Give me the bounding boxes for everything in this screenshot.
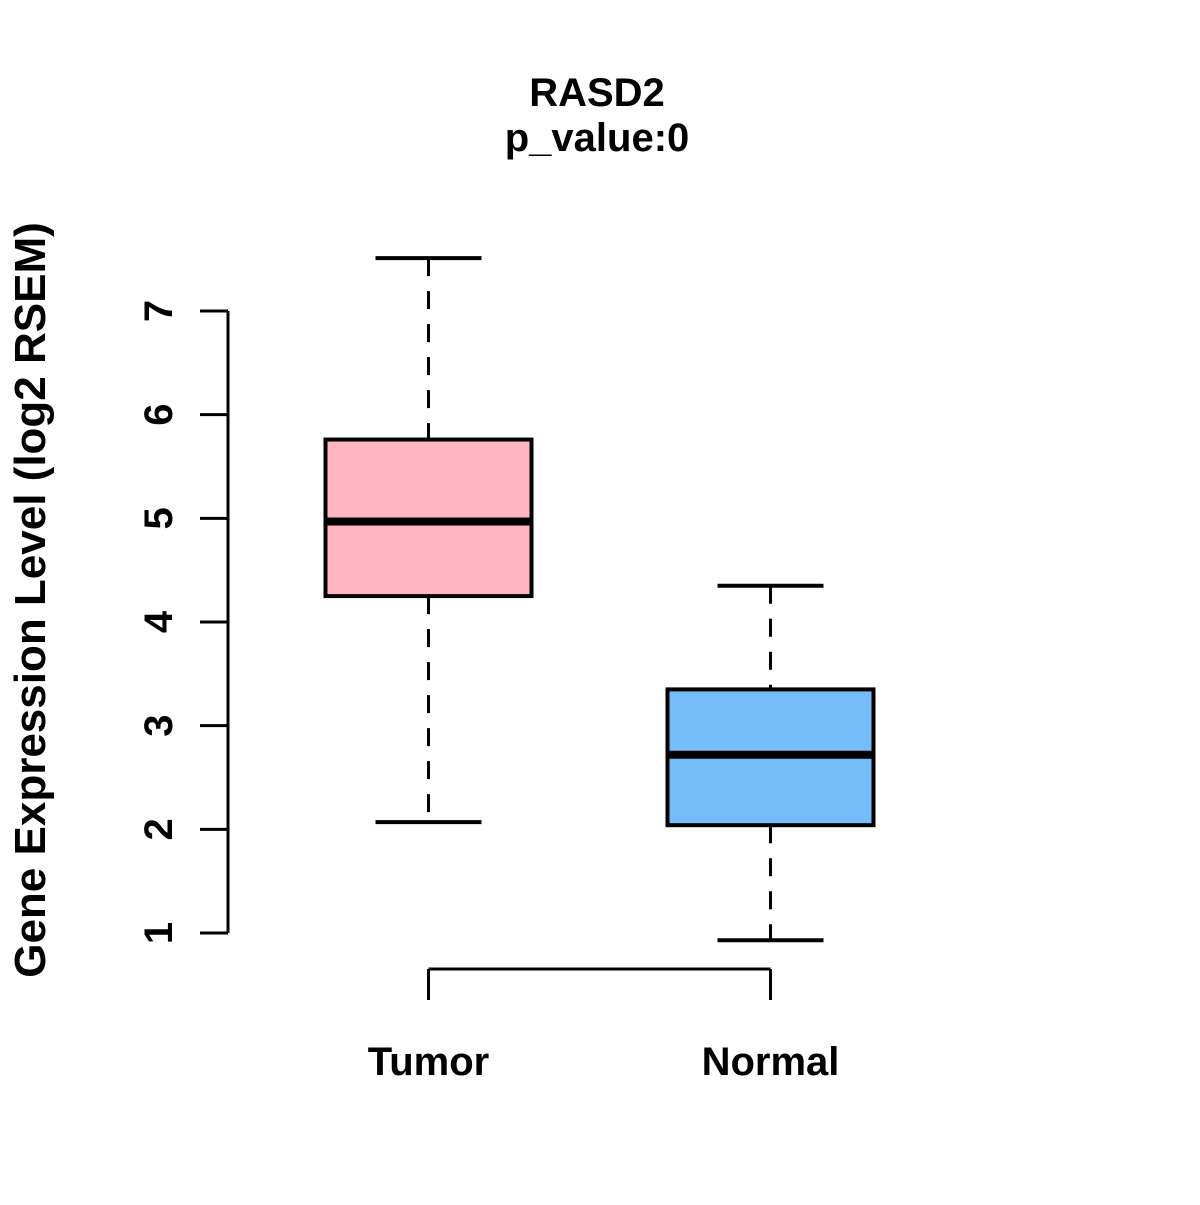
y-tick-label: 1 — [137, 922, 181, 944]
x-axis-labels: Tumor Normal — [368, 1040, 840, 1084]
y-tick-label: 3 — [137, 715, 181, 737]
y-tick-label: 4 — [137, 610, 181, 633]
y-tick-label: 7 — [137, 300, 181, 322]
x-category-label-normal: Normal — [702, 1040, 840, 1084]
x-category-label-tumor: Tumor — [368, 1040, 489, 1084]
boxplot-normal — [665, 583, 876, 943]
box-group — [323, 256, 876, 943]
y-tick-label: 5 — [137, 507, 181, 529]
y-axis: 1 2 3 4 5 6 7 — [137, 300, 230, 944]
x-axis-bracket — [427, 967, 772, 1000]
y-axis-label: Gene Expression Level (log2 RSEM) — [6, 222, 55, 978]
chart-title: RASD2 — [529, 71, 665, 115]
y-tick-label: 6 — [137, 404, 181, 426]
chart-subtitle: p_value:0 — [505, 116, 690, 160]
boxplot-tumor — [323, 256, 534, 825]
y-tick-label: 2 — [137, 818, 181, 840]
